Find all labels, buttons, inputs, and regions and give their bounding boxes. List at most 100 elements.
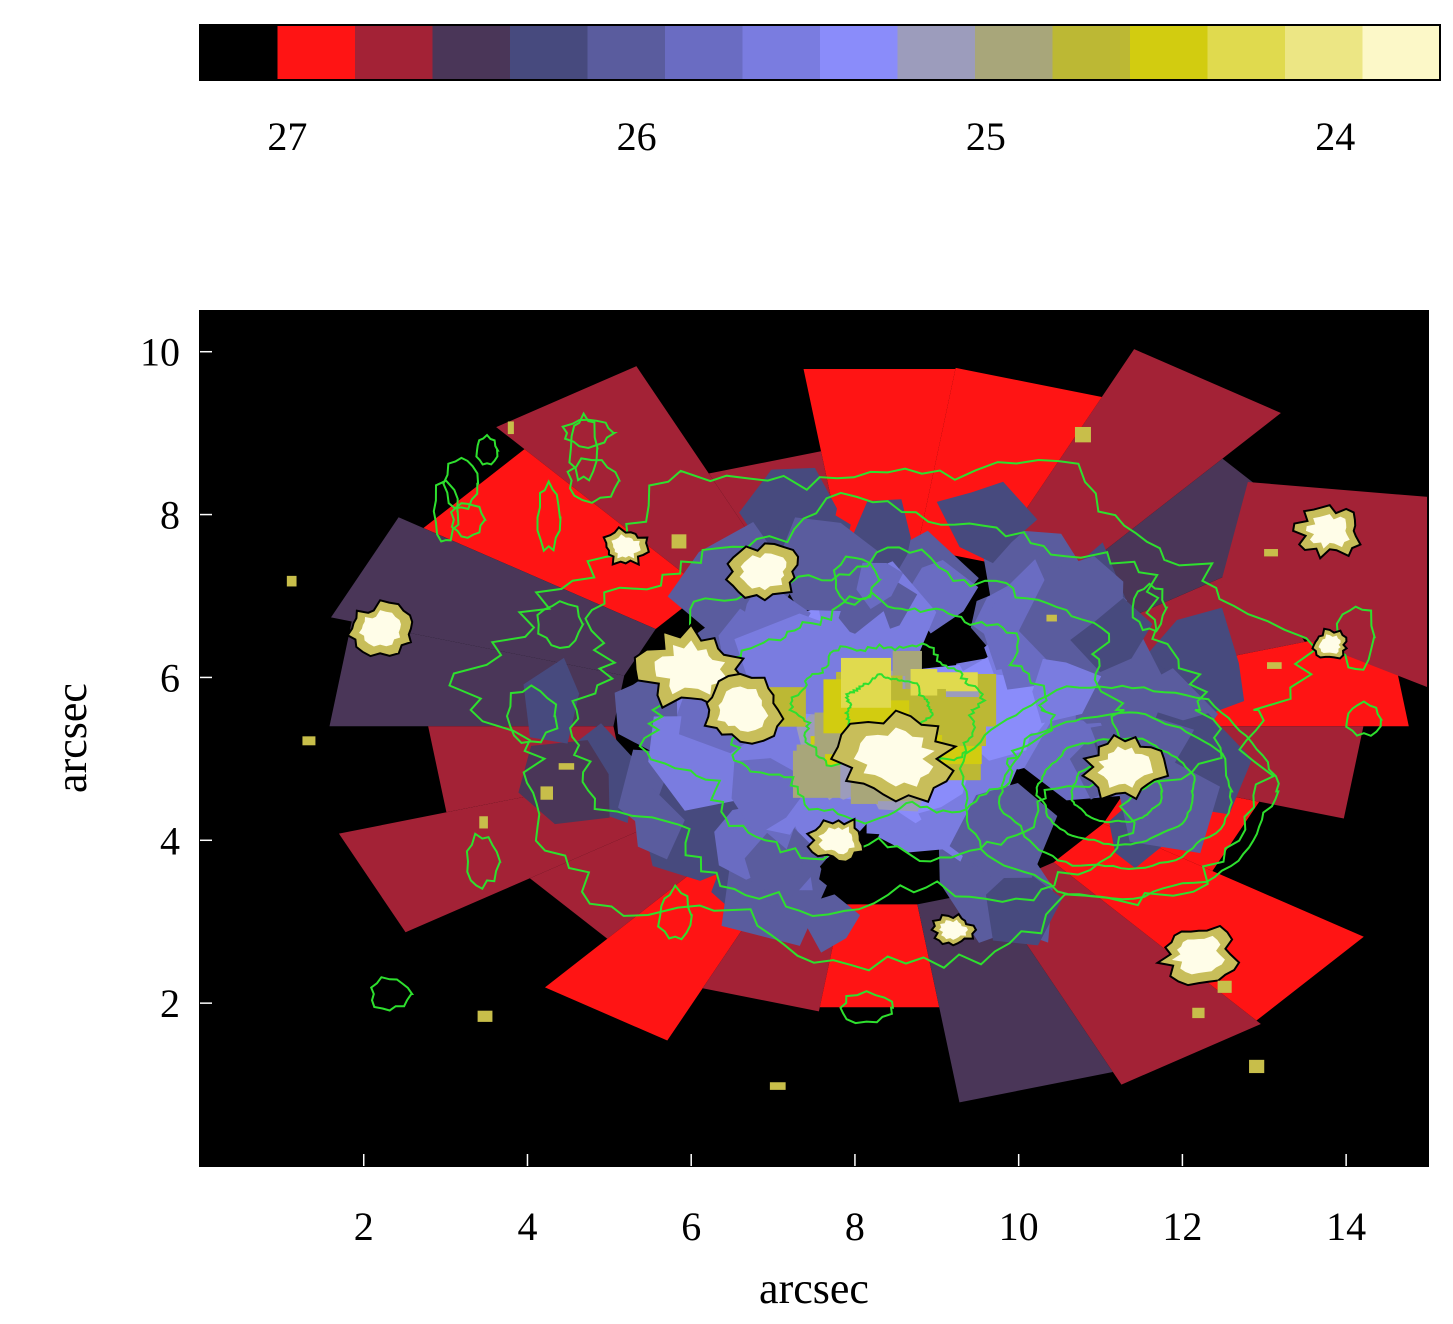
faint-source (477, 1010, 493, 1022)
contour-line (997, 711, 1234, 871)
colorbar-swatch (200, 25, 278, 80)
bright-knots (286, 421, 1362, 1090)
contour-line (442, 456, 480, 511)
bin-outer (331, 517, 656, 676)
y-axis-label: arcsec (47, 683, 96, 793)
contour-line (465, 832, 502, 891)
bright-knot-core (611, 534, 641, 559)
axes: 2 4 6 8 10 12 14 2 4 6 8 10 (140, 330, 1366, 1249)
colorbar-tick-label: 25 (966, 114, 1006, 159)
colorbar-tick-label: 26 (617, 114, 657, 159)
bright-knot-core (654, 640, 726, 695)
y-tick-label: 4 (160, 818, 180, 863)
colorbar-swatch (1052, 25, 1131, 80)
contour-line (536, 600, 585, 650)
colorbar-swatch (897, 25, 976, 80)
contour-line (1345, 700, 1384, 737)
colorbar-swatch (1285, 25, 1363, 80)
contour-line (536, 479, 562, 553)
x-tick-label: 2 (354, 1204, 374, 1249)
colorbar-swatch (742, 25, 821, 80)
bin-cell (1032, 658, 1102, 724)
bin-outer (544, 862, 769, 1041)
bin-outer (917, 889, 1113, 1103)
contour-line (449, 502, 487, 539)
bright-knot-core (1097, 746, 1153, 788)
bin-outer (1053, 823, 1364, 1021)
contour-line (839, 990, 895, 1025)
bright-knot-core (1171, 935, 1225, 975)
colorbar-swatch (1362, 25, 1441, 80)
faint-source (558, 763, 575, 770)
faint-source (302, 736, 316, 746)
colorbar (199, 24, 1441, 81)
faint-source (479, 816, 488, 829)
faint-source (671, 534, 687, 549)
contour-line (958, 684, 1280, 901)
bin-outer (990, 349, 1281, 591)
bin-outer (496, 366, 769, 591)
colorbar-tick-label: 27 (267, 114, 307, 159)
x-tick-label: 8 (845, 1204, 865, 1249)
contour-line (569, 491, 1223, 918)
bright-knot-core (359, 610, 401, 647)
faint-source (1267, 662, 1282, 669)
contour-line (568, 411, 599, 482)
bin-outer (423, 449, 706, 629)
bin-cell (804, 894, 861, 953)
contour-line (561, 418, 618, 450)
bright-knot-core (1318, 634, 1341, 654)
faint-source (1264, 549, 1278, 557)
contour-line (1035, 737, 1196, 847)
faint-source (1074, 426, 1091, 443)
plot-area (199, 310, 1429, 1167)
y-tick-label: 2 (160, 981, 180, 1026)
bin-cell (936, 481, 1038, 564)
bin-cell (852, 499, 911, 581)
x-axis-label: arcsec (759, 1264, 869, 1313)
bin-outer (990, 862, 1261, 1085)
contour-line (566, 457, 621, 504)
faint-source (1192, 1007, 1205, 1019)
bin-cell (744, 832, 803, 898)
bin-cell (949, 782, 1058, 879)
bin-cell (775, 517, 878, 612)
x-tick-label: 12 (1162, 1204, 1202, 1249)
contour-line (369, 976, 415, 1012)
colorbar-swatch (665, 25, 743, 80)
y-tick-label: 10 (140, 330, 180, 375)
colorbar-tick-label: 24 (1315, 114, 1355, 159)
faint-source (1217, 980, 1232, 993)
colorbar-swatch (587, 25, 666, 80)
y-tick-label: 6 (160, 655, 180, 700)
x-tick-label: 6 (681, 1204, 701, 1249)
contour-line (657, 883, 693, 941)
bright-knot-core (939, 919, 968, 940)
colorbar-swatch (1207, 25, 1286, 80)
faint-source (507, 421, 514, 435)
contour-line (475, 433, 500, 466)
bin-outer (803, 368, 956, 549)
faint-source (1249, 1059, 1265, 1074)
plot-frame (199, 310, 1429, 1167)
colorbar-labels: 27 26 25 24 (267, 114, 1355, 159)
colorbar-swatch (820, 25, 898, 80)
bright-knot-core (853, 727, 935, 787)
colorbar-swatch (510, 25, 588, 80)
contour-line (505, 684, 559, 744)
colorbar-swatch (355, 25, 433, 80)
x-tick-label: 14 (1326, 1204, 1366, 1249)
colorbar-swatch (1130, 25, 1208, 80)
colorbar-frame (199, 24, 1441, 81)
colorbar-swatch (432, 25, 511, 80)
contour-line (832, 555, 883, 606)
bright-knot-core (717, 686, 769, 732)
contour-line (638, 546, 1128, 863)
x-tick-label: 10 (999, 1204, 1039, 1249)
faint-source (769, 1082, 786, 1090)
faint-source (540, 786, 553, 800)
bright-knot-core (818, 826, 855, 855)
x-tick-label: 4 (517, 1204, 537, 1249)
colorbar-swatch (975, 25, 1053, 80)
